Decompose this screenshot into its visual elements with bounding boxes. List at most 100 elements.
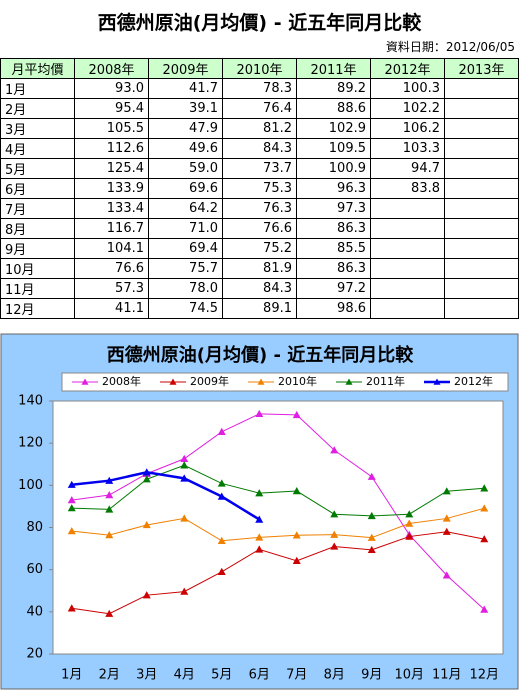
x-tick-label: 3月	[136, 668, 157, 683]
y-tick-label: 20	[26, 647, 43, 662]
table-cell: 64.2	[148, 198, 223, 219]
data-point	[67, 480, 76, 488]
table-cell: 2008年	[74, 58, 149, 79]
table-cell	[444, 78, 519, 99]
data-point	[442, 514, 451, 522]
data-point	[292, 531, 301, 539]
table-cell: 104.1	[74, 238, 149, 259]
legend-marker	[169, 378, 177, 385]
table-cell: 76.6	[222, 218, 297, 239]
table-cell: 2月	[0, 98, 75, 119]
table-cell	[444, 138, 519, 159]
x-tick-label: 7月	[286, 668, 307, 683]
table-row: 5月 125.4 59.0 73.7 100.9 94.7	[0, 158, 519, 179]
x-tick-label: 2月	[99, 668, 120, 683]
data-point	[180, 587, 189, 595]
data-point	[480, 535, 489, 543]
table-cell: 月平均價	[0, 58, 75, 79]
chart: 西德州原油(月均價) - 近五年同月比較 20 40 60 80 100 120 140 1月…	[0, 333, 519, 690]
data-point	[367, 545, 376, 554]
table-cell: 88.6	[296, 98, 371, 119]
series-line	[71, 413, 485, 610]
y-tick-label: 60	[26, 562, 43, 577]
table-cell: 9月	[0, 238, 75, 259]
table-cell	[444, 158, 519, 179]
table-cell: 84.3	[222, 278, 297, 299]
table-cell: 105.5	[74, 118, 149, 139]
table-cell	[444, 298, 519, 319]
legend-marker	[345, 378, 353, 385]
table-cell: 95.4	[74, 98, 149, 119]
data-point	[255, 409, 264, 418]
data-point	[67, 527, 76, 535]
table-cell: 102.9	[296, 118, 371, 139]
table-cell: 11月	[0, 278, 75, 299]
data-point	[330, 446, 339, 454]
table-cell	[444, 98, 519, 119]
x-tick-label: 5月	[211, 668, 232, 683]
table-row: 9月 104.1 69.4 75.2 85.5	[0, 238, 519, 259]
table-cell: 83.8	[370, 178, 445, 199]
table-cell	[444, 258, 519, 279]
table-cell: 47.9	[148, 118, 223, 139]
table-cell	[444, 278, 519, 299]
table-cell: 133.9	[74, 178, 149, 199]
table-row: 4月 112.6 49.6 84.3 109.5 103.3	[0, 138, 519, 159]
legend-label: 2008年	[102, 374, 141, 388]
data-point	[105, 531, 114, 539]
data-point	[105, 505, 114, 513]
table-cell: 86.3	[296, 258, 371, 279]
data-point	[330, 542, 339, 550]
table-row: 10月 76.6 75.7 81.9 86.3	[0, 258, 519, 279]
table-cell: 97.2	[296, 278, 371, 299]
table-cell: 103.3	[370, 138, 445, 159]
legend-label: 2009年	[190, 374, 229, 388]
data-point	[217, 567, 226, 575]
series-line	[71, 531, 485, 615]
table-cell: 49.6	[148, 138, 223, 159]
table-cell: 100.9	[296, 158, 371, 179]
table-cell: 89.1	[222, 298, 297, 319]
table-cell: 76.6	[74, 258, 149, 279]
data-point	[180, 474, 189, 482]
data-point	[67, 604, 76, 612]
legend-label: 2010年	[278, 374, 317, 388]
table-cell: 69.4	[148, 238, 223, 259]
table-cell: 75.7	[148, 258, 223, 279]
data-point	[217, 427, 226, 435]
table-cell: 1月	[0, 78, 75, 99]
table-cell: 96.3	[296, 178, 371, 199]
table-cell	[370, 278, 445, 299]
data-point	[105, 609, 114, 617]
data-point	[330, 510, 339, 518]
date-label: 資料日期：2012/06/05	[385, 40, 515, 54]
x-tick-label: 4月	[174, 668, 195, 683]
table-cell: 97.3	[296, 198, 371, 219]
data-point	[405, 519, 414, 527]
data-point	[330, 530, 339, 538]
legend-marker	[81, 378, 89, 385]
table-row: 12月 41.1 74.5 89.1 98.6	[0, 298, 519, 319]
y-tick-label: 80	[26, 520, 43, 535]
data-point	[217, 536, 226, 544]
data-point	[480, 605, 489, 613]
data-point	[367, 472, 376, 480]
data-point	[405, 532, 414, 540]
series-line	[71, 507, 485, 542]
table-cell	[370, 238, 445, 259]
table-cell: 39.1	[148, 98, 223, 119]
data-point	[255, 489, 264, 497]
legend-label: 2012年	[454, 374, 493, 388]
table-row: 1月 93.0 41.7 78.3 89.2 100.3	[0, 78, 519, 99]
table-cell	[444, 238, 519, 259]
table-cell: 75.3	[222, 178, 297, 199]
table-cell: 73.7	[222, 158, 297, 179]
table-cell: 84.3	[222, 138, 297, 159]
table-cell: 98.6	[296, 298, 371, 319]
data-point	[367, 533, 376, 541]
legend-label: 2011年	[366, 374, 405, 388]
table-cell: 7月	[0, 198, 75, 219]
table-cell	[444, 218, 519, 239]
table-cell: 102.2	[370, 98, 445, 119]
